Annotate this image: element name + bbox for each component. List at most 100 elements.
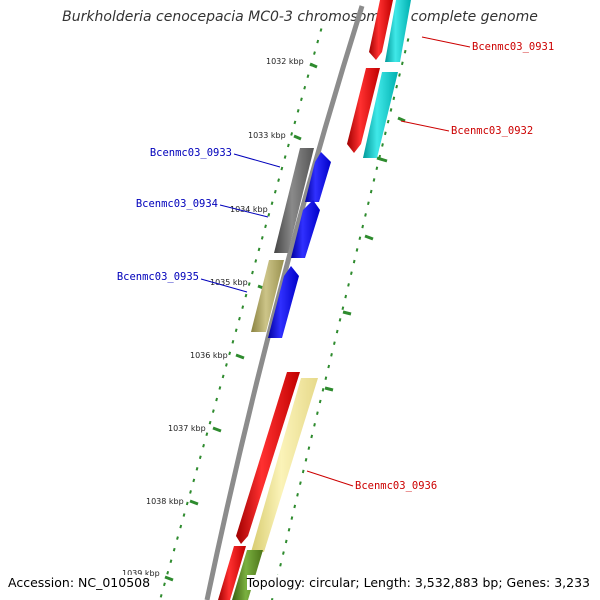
gene-label-bcenmc03-0935[interactable]: Bcenmc03_0935 <box>117 271 199 283</box>
backbone-circle <box>204 5 365 600</box>
outer-tick <box>335 329 339 334</box>
outer-tick <box>344 294 348 299</box>
inner-tick <box>244 293 248 298</box>
outer-tick <box>341 306 345 310</box>
cds-bcenmc03-0933[interactable] <box>305 152 331 202</box>
feature-khaki[interactable] <box>251 378 318 552</box>
cds-bcenmc03-0935[interactable] <box>268 266 299 338</box>
outer-tick <box>310 434 314 439</box>
kbp-label: 1037 kbp <box>168 424 206 433</box>
feature-cyan-lower[interactable] <box>363 72 398 158</box>
inner-tick <box>185 501 189 506</box>
inner-tick <box>159 594 163 598</box>
kbp-label: 1036 kbp <box>190 351 228 360</box>
major-tick <box>364 234 374 241</box>
kbp-label: 1038 kbp <box>146 497 184 506</box>
inner-tick <box>208 420 212 425</box>
outer-tick <box>369 189 373 194</box>
gene-label-bcenmc03-0931[interactable]: Bcenmc03_0931 <box>472 41 554 53</box>
inner-tick <box>264 224 267 229</box>
feature-gray[interactable] <box>274 148 314 253</box>
inner-feature-ring <box>251 148 314 332</box>
inner-tick <box>205 432 209 436</box>
cds-bcenmc03-0932[interactable] <box>347 68 380 153</box>
accession-text: Accession: NC_010508 <box>8 575 151 590</box>
major-tick <box>212 426 222 433</box>
inner-tick <box>238 316 241 321</box>
gene-label-bcenmc03-0933[interactable]: Bcenmc03_0933 <box>150 147 232 159</box>
inner-tick <box>257 247 261 252</box>
outer-tick <box>361 224 365 229</box>
outer-tick <box>301 469 305 474</box>
major-tick <box>397 116 406 123</box>
outer-tick <box>324 376 328 380</box>
genome-title: Burkholderia cenocepacia MC0-3 chromosom… <box>62 9 538 25</box>
inner-tick <box>163 582 166 587</box>
outer-tick <box>355 248 359 252</box>
outer-tick <box>290 516 294 520</box>
inner-tick <box>303 85 307 90</box>
gene-callouts: Bcenmc03_0931 Bcenmc03_0932 Bcenmc03_0933 B… <box>117 36 554 492</box>
outer-tick <box>364 213 367 217</box>
major-tick <box>309 62 318 69</box>
inner-tick <box>254 259 258 263</box>
feature-cyan-upper[interactable] <box>385 0 411 62</box>
inner-tick <box>290 132 294 136</box>
outer-tick <box>358 236 362 241</box>
outer-tick <box>367 201 370 206</box>
inner-tick <box>211 409 215 413</box>
outer-tick <box>279 562 282 567</box>
outer-tick <box>400 61 404 66</box>
kbp-label: 1032 kbp <box>266 57 304 66</box>
inner-tick <box>172 547 176 552</box>
outer-tick <box>316 411 319 415</box>
cds-bcenmc03-0931[interactable] <box>369 0 393 60</box>
inner-tick <box>296 109 300 113</box>
inner-tick <box>300 97 303 102</box>
cds-bcenmc03-0936[interactable] <box>236 372 300 544</box>
inner-tick <box>286 143 290 148</box>
inner-tick <box>195 467 199 471</box>
inner-tick <box>241 305 245 309</box>
inner-tick <box>293 120 297 125</box>
outer-tick <box>389 108 393 112</box>
major-ticks <box>164 62 406 582</box>
outer-tick <box>386 119 390 124</box>
kbp-label: 1035 kbp <box>210 278 248 287</box>
inner-tick <box>169 559 173 564</box>
inner-tick <box>283 155 287 159</box>
inner-tick <box>260 236 264 240</box>
inner-tick <box>267 212 271 217</box>
major-tick <box>293 134 302 141</box>
cds-bcenmc03-0934[interactable] <box>291 200 320 258</box>
gene-label-bcenmc03-0936[interactable]: Bcenmc03_0936 <box>355 480 437 492</box>
gene-label-bcenmc03-0934[interactable]: Bcenmc03_0934 <box>136 198 218 210</box>
inner-tick <box>192 478 196 483</box>
major-tick <box>342 310 352 316</box>
major-tick <box>189 499 199 506</box>
kbp-label: 1039 kbp <box>122 569 160 578</box>
inner-tick <box>313 51 316 55</box>
inner-tick <box>247 282 251 286</box>
gene-label-bcenmc03-0932[interactable]: Bcenmc03_0932 <box>451 125 533 137</box>
cds-bcenmc03-0937[interactable] <box>218 546 246 600</box>
outer-tick <box>381 143 384 147</box>
outer-feature-ring <box>232 0 411 600</box>
feature-olive[interactable] <box>251 260 284 332</box>
outer-tick <box>284 539 288 544</box>
outer-tick <box>333 341 336 345</box>
outer-tick <box>406 38 410 42</box>
inner-tick <box>273 189 277 194</box>
kbp-label: 1033 kbp <box>248 131 286 140</box>
inner-tick <box>182 513 186 517</box>
outer-tick <box>338 318 342 322</box>
outer-tick <box>304 458 308 462</box>
inner-tick <box>306 74 310 79</box>
genome-summary-text: Topology: circular; Length: 3,532,883 bp… <box>246 575 590 590</box>
inner-tick <box>179 524 183 529</box>
inner-tick <box>277 178 280 182</box>
outer-tick <box>392 96 396 101</box>
cds-ring <box>218 0 393 600</box>
